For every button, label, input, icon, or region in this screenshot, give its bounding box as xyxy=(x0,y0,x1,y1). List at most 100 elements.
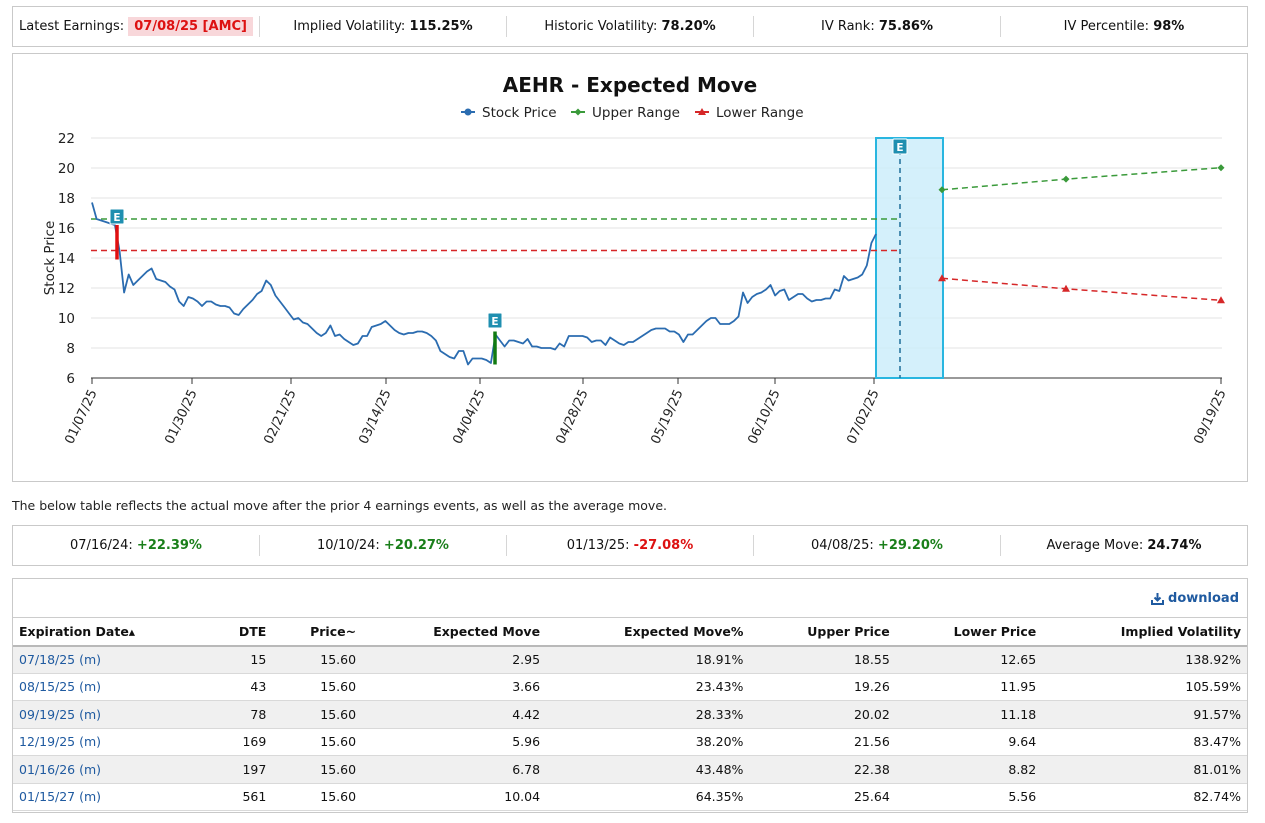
upper-range-point xyxy=(1217,164,1225,172)
y-tick-label: 12 xyxy=(58,281,75,297)
lower-range-point xyxy=(1217,296,1225,304)
earnings-marker-label: E xyxy=(113,212,120,224)
table-cell: 43.48% xyxy=(546,755,750,784)
expiration-link[interactable]: 07/18/25 (m) xyxy=(19,652,102,667)
lower-range-series xyxy=(941,277,1222,302)
table-cell: 78 xyxy=(211,700,273,729)
x-tick-label: 06/10/25 xyxy=(745,387,783,446)
move-value: +29.20% xyxy=(877,538,943,553)
historic-volatility-stat: Historic Volatility: 78.20% xyxy=(507,16,754,37)
chart-title: AEHR - Expected Move xyxy=(503,73,757,97)
table-cell: 15.60 xyxy=(272,728,363,756)
table-cell: 18.55 xyxy=(749,645,896,674)
table-cell: 8.82 xyxy=(895,755,1043,784)
y-tick-label: 8 xyxy=(66,341,75,357)
column-header-price[interactable]: Price~ xyxy=(272,617,363,647)
expiration-date-link[interactable]: 09/19/25 (m) xyxy=(13,700,212,729)
table-cell: 23.43% xyxy=(546,673,750,701)
table-row: 08/15/25 (m) 43 15.60 3.66 23.43% 19.26 11.95 1… xyxy=(13,673,1247,701)
y-tick-label: 14 xyxy=(58,251,75,267)
table-cell: 15 xyxy=(211,645,273,674)
table-cell: 10.04 xyxy=(362,783,547,811)
y-tick-label: 22 xyxy=(58,131,75,147)
table-cell: 25.64 xyxy=(749,783,896,811)
move-date-label: 04/08/25: xyxy=(811,538,878,553)
move-date-label: 07/16/24: xyxy=(70,538,137,553)
table-cell: 15.60 xyxy=(272,645,363,674)
expected-move-table-panel: download Expiration Date▴ DTE Price~ Expect… xyxy=(12,578,1248,813)
table-cell: 15.60 xyxy=(272,673,363,701)
stock-price-series xyxy=(91,202,877,366)
column-header-dte[interactable]: DTE xyxy=(211,617,273,647)
table-cell: 43 xyxy=(211,673,273,701)
expiration-link[interactable]: 01/16/26 (m) xyxy=(19,761,102,777)
table-cell: 9.64 xyxy=(895,728,1043,756)
prior-move-4: 04/08/25: +29.20% xyxy=(754,535,1001,556)
move-value: +20.27% xyxy=(383,538,449,553)
earnings-window-highlight xyxy=(875,137,944,379)
y-tick-label: 16 xyxy=(58,221,75,237)
expiration-link[interactable]: 12/19/25 (m) xyxy=(19,734,102,750)
iv-percentile-stat: IV Percentile: 98% xyxy=(1063,19,1185,34)
column-header-implied-volatility[interactable]: Implied Volatility xyxy=(1042,617,1247,647)
table-cell: 561 xyxy=(211,783,273,811)
upper-range-point xyxy=(938,186,946,194)
y-tick-label: 6 xyxy=(66,371,75,387)
earnings-marker-3 xyxy=(892,138,908,155)
table-cell: 18.91% xyxy=(546,645,750,674)
column-header-lower-price[interactable]: Lower Price xyxy=(895,617,1043,647)
prior-move-1: 07/16/24: +22.39% xyxy=(13,535,260,556)
move-value: 24.74% xyxy=(1147,538,1202,553)
x-tick-label: 01/07/25 xyxy=(62,387,100,446)
iv-rank-stat: IV Rank: 75.86% xyxy=(754,16,1001,37)
move-value: -27.08% xyxy=(633,538,694,553)
table-cell: 12.65 xyxy=(895,645,1043,674)
earnings-marker-1 xyxy=(109,208,125,225)
table-cell: 64.35% xyxy=(546,783,750,811)
prior-move-3: 01/13/25: -27.08% xyxy=(507,535,754,556)
table-cell: 38.20% xyxy=(546,728,750,756)
expiration-date-link[interactable]: 01/15/27 (m) xyxy=(13,783,212,811)
prior-move-2: 10/10/24: +20.27% xyxy=(260,535,507,556)
download-icon xyxy=(1151,593,1165,605)
expiration-link[interactable]: 09/19/25 (m) xyxy=(19,706,102,722)
table-row: 01/15/27 (m) 561 15.60 10.04 64.35% 25.64 5.56… xyxy=(13,783,1247,811)
table-cell: 197 xyxy=(211,755,273,784)
expiration-link[interactable]: 08/15/25 (m) xyxy=(19,679,102,695)
move-value: +22.39% xyxy=(136,538,202,553)
table-cell: 138.92% xyxy=(1042,645,1247,674)
expected-move-table: Expiration Date▴ DTE Price~ Expected Move Ex… xyxy=(13,617,1247,811)
table-row: 07/18/25 (m) 15 15.60 2.95 18.91% 18.55 12.65 1… xyxy=(13,645,1247,674)
legend-marker-0 xyxy=(464,108,472,116)
download-button[interactable]: download xyxy=(1151,591,1239,606)
y-tick-label: 20 xyxy=(58,161,75,177)
y-axis-label: Stock Price xyxy=(42,221,58,296)
move-date-label: Average Move: xyxy=(1046,538,1148,553)
table-header-row: Expiration Date▴ DTE Price~ Expected Move Ex… xyxy=(13,617,1247,647)
expiration-date-link[interactable]: 07/18/25 (m) xyxy=(13,645,212,674)
column-header-expiration-date[interactable]: Expiration Date▴ xyxy=(13,617,212,647)
expiration-date-link[interactable]: 12/19/25 (m) xyxy=(13,728,212,756)
y-tick-label: 10 xyxy=(58,311,75,327)
legend-label-2: Lower Range xyxy=(716,105,804,121)
chart-svg: AEHR - Expected Move Stock Price Upper Ran… xyxy=(42,73,1230,447)
expiration-date-link[interactable]: 08/15/25 (m) xyxy=(13,673,212,701)
table-cell: 5.96 xyxy=(362,728,547,756)
move-date-label: 10/10/24: xyxy=(317,538,384,553)
column-header-expected-move[interactable]: Expected Move xyxy=(362,617,547,647)
expiration-date-link[interactable]: 01/16/26 (m) xyxy=(13,755,212,784)
table-cell: 21.56 xyxy=(749,728,896,756)
table-cell: 5.56 xyxy=(895,783,1043,811)
table-note: The below table reflects the actual move… xyxy=(12,498,667,513)
column-header-expected-move-[interactable]: Expected Move% xyxy=(546,617,750,647)
table-cell: 4.42 xyxy=(362,700,547,729)
expiration-link[interactable]: 01/15/27 (m) xyxy=(19,789,102,805)
x-tick-label: 03/14/25 xyxy=(356,387,394,446)
column-header-upper-price[interactable]: Upper Price xyxy=(749,617,896,647)
x-tick-label: 09/19/25 xyxy=(1191,387,1229,446)
move-date-label: 01/13/25: xyxy=(566,538,634,553)
table-row: 09/19/25 (m) 78 15.60 4.42 28.33% 20.02 11.18 9… xyxy=(13,700,1247,729)
x-tick-label: 07/02/25 xyxy=(844,387,882,446)
table-cell: 169 xyxy=(211,728,273,756)
x-tick-label: 02/21/25 xyxy=(261,387,299,446)
